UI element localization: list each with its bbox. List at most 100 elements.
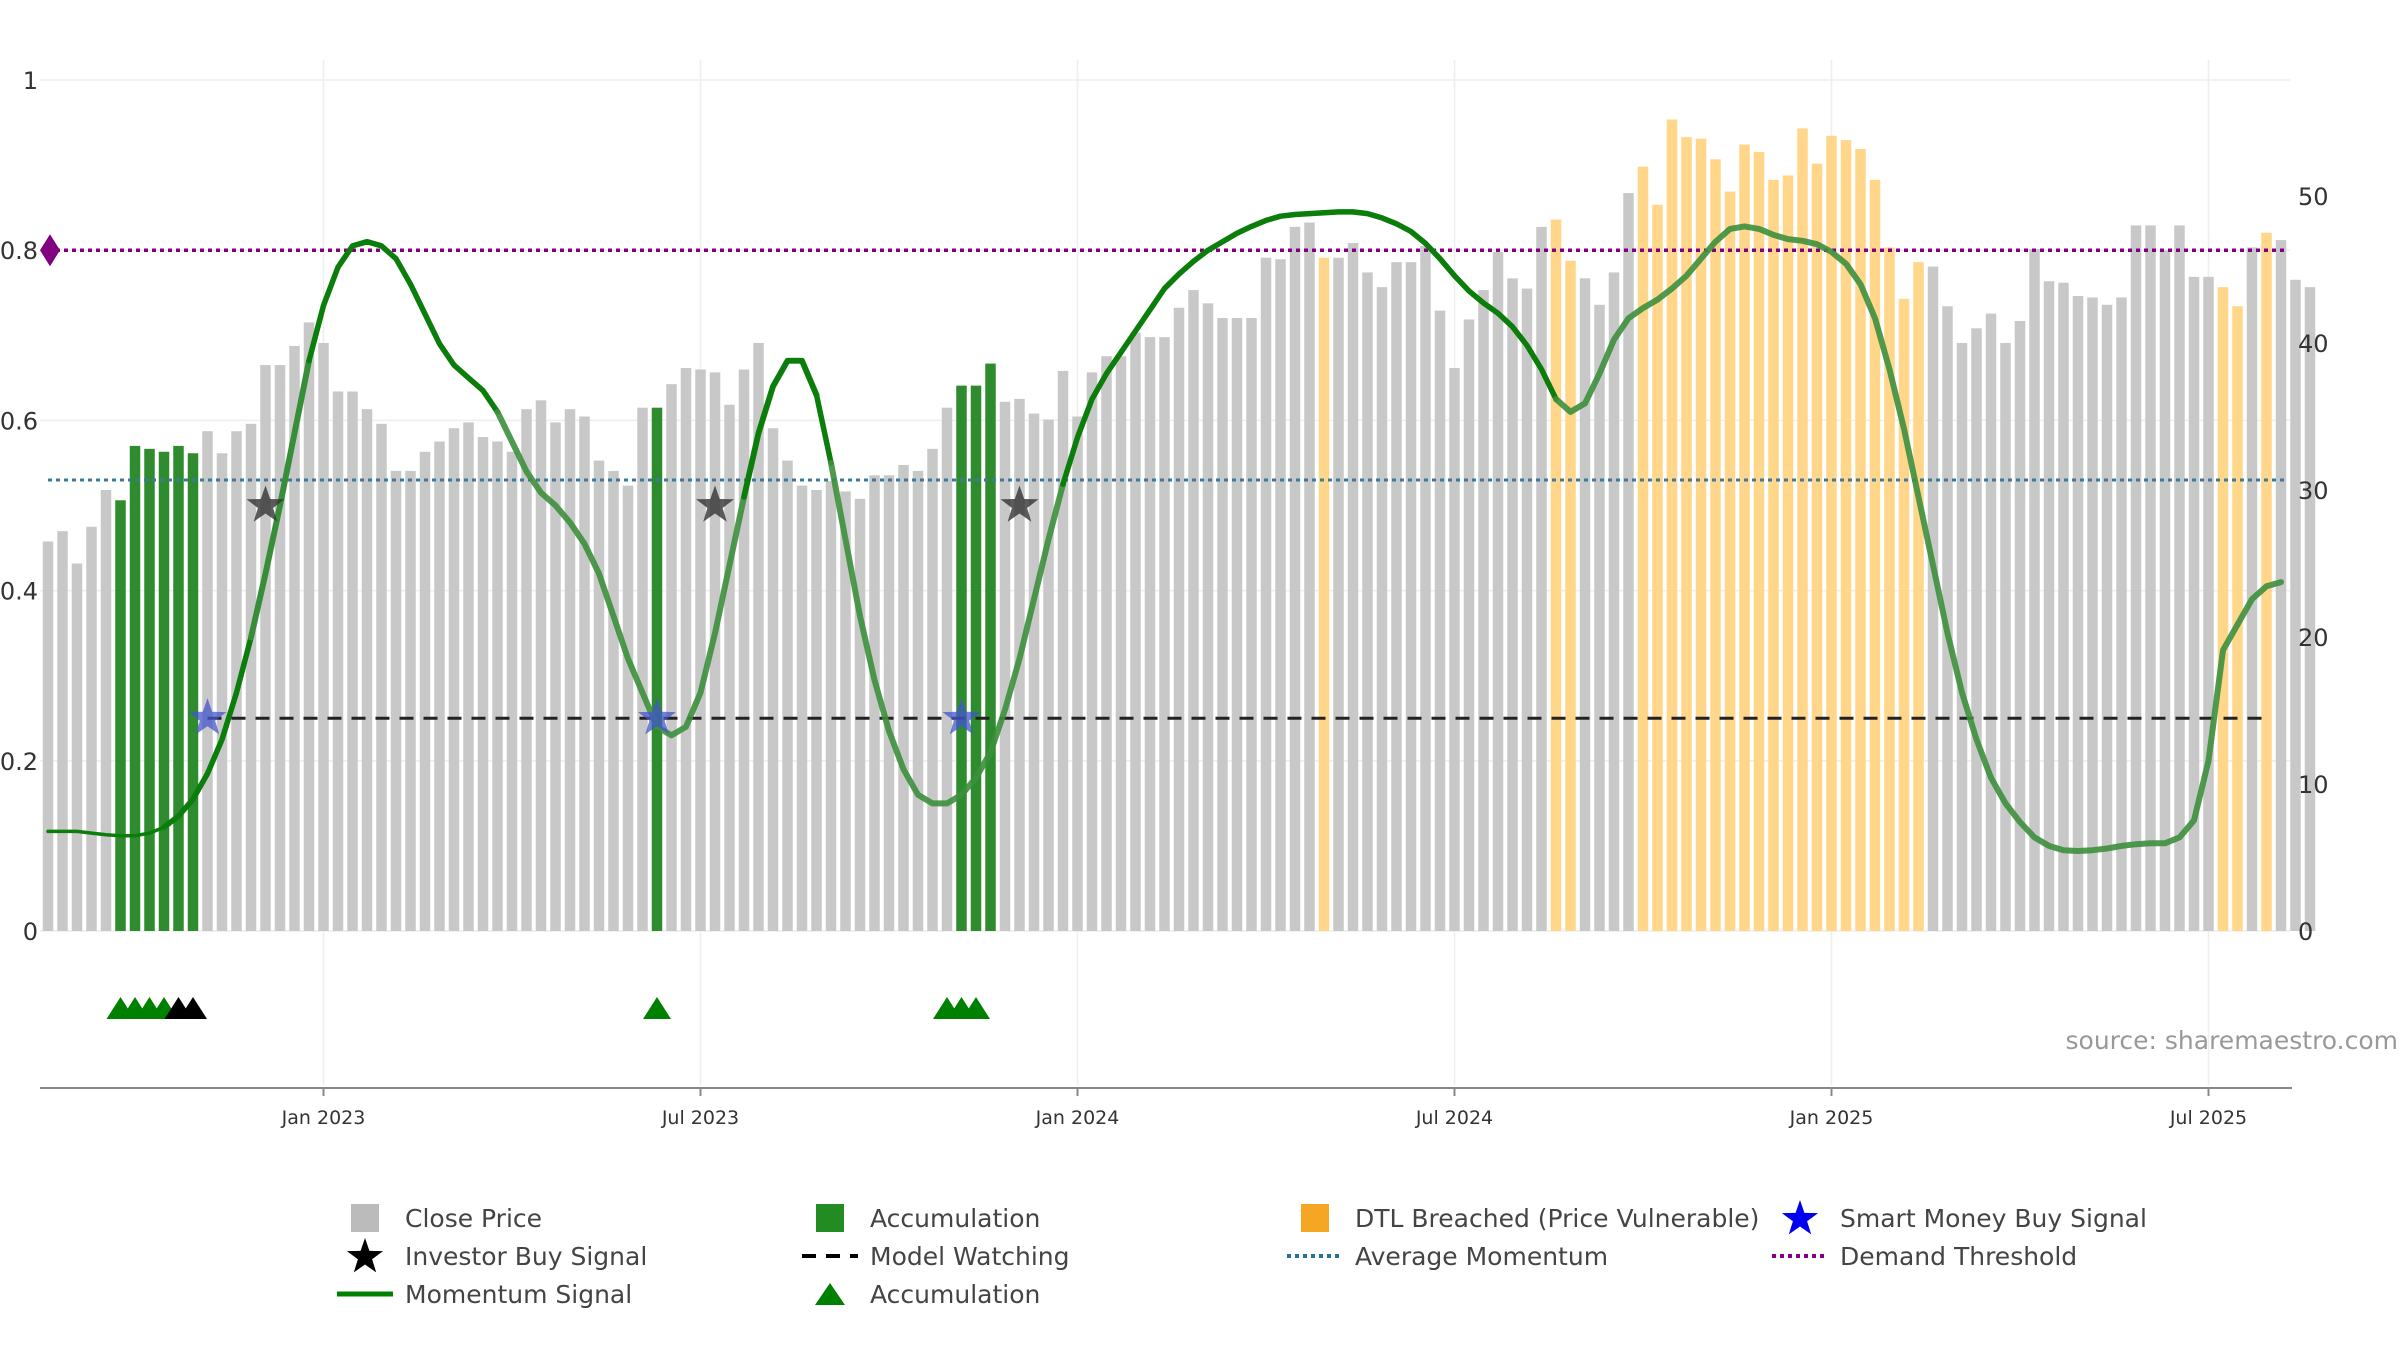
close-price-bar: [1086, 372, 1098, 931]
momentum-signal-segment: [828, 459, 1066, 807]
close-price-bar: [477, 437, 489, 931]
close-price-bar: [1289, 226, 1301, 931]
investor-buy-signal-star: [696, 485, 734, 522]
close-price-bar: [1333, 257, 1344, 931]
dtl-breached-bar: [1565, 260, 1576, 931]
close-price-bar: [1028, 413, 1040, 931]
legend-symbol-dash: [800, 1237, 860, 1275]
left-tick-label: 0: [23, 918, 38, 946]
close-price-bar: [1362, 272, 1373, 931]
legend-item-dtl-breached: DTL Breached (Price Vulnerable): [1285, 1199, 1759, 1237]
close-price-bar: [724, 404, 735, 931]
dtl-breached-bar: [1739, 144, 1750, 932]
dtl-breached-bar: [1869, 179, 1881, 931]
close-price-bar: [1579, 278, 1591, 931]
close-price-bar: [1144, 337, 1156, 931]
dtl-breached-bar: [1855, 148, 1866, 931]
close-price-bar: [1492, 251, 1504, 932]
close-price-bar: [434, 441, 445, 931]
dtl-breached-bar: [2261, 232, 2272, 931]
close-price-bar: [1231, 318, 1243, 931]
right-tick-label: 30: [2298, 477, 2329, 505]
accumulation-bar: [129, 445, 141, 931]
dtl-breached-bar: [1318, 257, 1330, 931]
accumulation-marker-triangle: [643, 997, 671, 1019]
right-tick-label: 0: [2298, 918, 2313, 946]
close-price-bar: [898, 465, 909, 931]
close-price-bar: [332, 391, 344, 931]
x-tick-label: Jul 2024: [1415, 1107, 1493, 1129]
right-tick-label: 20: [2298, 624, 2329, 652]
left-tick-label: 0.4: [0, 578, 38, 606]
legend-symbol-square: [335, 1199, 395, 1237]
close-price-bar: [492, 441, 503, 931]
legend-item-investor-buy-signal: Investor Buy Signal: [335, 1237, 647, 1275]
close-price-bar: [1623, 193, 1634, 931]
close-price-bar: [506, 451, 518, 931]
legend-label: DTL Breached (Price Vulnerable): [1355, 1203, 1760, 1233]
legend-label: Close Price: [405, 1203, 543, 1233]
legend-symbol-star: [1770, 1199, 1830, 1237]
close-price-bar: [2072, 295, 2084, 932]
close-price-bar: [2058, 282, 2069, 932]
investor-buy-signal-star: [246, 485, 285, 522]
close-price-bar: [2304, 287, 2316, 931]
dtl-breached-bar: [1782, 175, 1794, 932]
close-price-bar: [695, 369, 706, 932]
close-price-bar: [796, 485, 808, 931]
close-price-bar: [912, 470, 924, 931]
close-price-bar: [1072, 416, 1083, 931]
left-tick-label: 0.2: [0, 748, 38, 776]
close-price-bar: [1304, 222, 1315, 931]
close-price-bar: [100, 490, 112, 931]
close-price-bar: [1420, 245, 1431, 932]
investor-buy-signal-star: [1000, 485, 1039, 522]
close-price-bar: [2014, 320, 2026, 931]
x-tick-label: Jan 2025: [1789, 1107, 1874, 1129]
legend-item-momentum-signal: Momentum Signal: [335, 1275, 632, 1313]
close-price-bar: [1275, 259, 1286, 932]
close-price-bar: [1942, 306, 1953, 931]
close-price-bar: [2203, 276, 2214, 932]
accumulation-bar: [651, 407, 663, 931]
dtl-breached-bar: [1753, 151, 1765, 931]
close-price-bar: [2275, 240, 2287, 932]
x-tick-label: Jul 2025: [2169, 1107, 2247, 1129]
close-price-bar: [753, 343, 764, 931]
left-tick-label: 0.6: [0, 407, 38, 435]
close-price-bar: [1594, 304, 1605, 931]
close-price-bar: [1507, 278, 1518, 931]
close-price-bar: [2130, 225, 2142, 931]
demand-threshold-marker: [40, 234, 60, 267]
right-tick-label: 40: [2298, 330, 2329, 358]
right-tick-label: 50: [2298, 183, 2329, 211]
right-tick-label: 10: [2298, 771, 2329, 799]
legend-symbol-triangle: [800, 1275, 860, 1313]
close-price-bar: [2029, 248, 2040, 932]
close-price-bar: [405, 470, 416, 931]
close-price-bar: [42, 541, 54, 931]
close-price-bar: [608, 470, 619, 931]
close-price-bar: [927, 448, 938, 931]
close-price-bar: [2159, 250, 2171, 931]
smart-money-buy-signal-star: [188, 698, 227, 735]
dtl-breached-bar: [1898, 298, 1910, 931]
close-price-bar: [1405, 262, 1417, 931]
close-price-bar: [854, 498, 866, 931]
x-tick-label: Jul 2023: [661, 1107, 739, 1129]
close-price-bar: [1971, 328, 1982, 931]
dtl-breached-bar: [1695, 138, 1707, 932]
close-price-bar: [637, 407, 648, 931]
left-tick-label: 0.8: [0, 237, 38, 265]
x-tick-label: Jan 2023: [281, 1107, 366, 1129]
dtl-breached-bar: [1884, 247, 1895, 931]
close-price-bar: [709, 372, 721, 931]
close-price-bar: [521, 409, 532, 931]
close-price-bar: [419, 451, 431, 931]
close-price-bar: [811, 490, 822, 931]
close-price-bar: [1536, 226, 1547, 931]
legend-label: Accumulation: [870, 1203, 1041, 1233]
close-price-bar: [231, 431, 242, 931]
legend-symbol-dot: [1770, 1237, 1830, 1275]
